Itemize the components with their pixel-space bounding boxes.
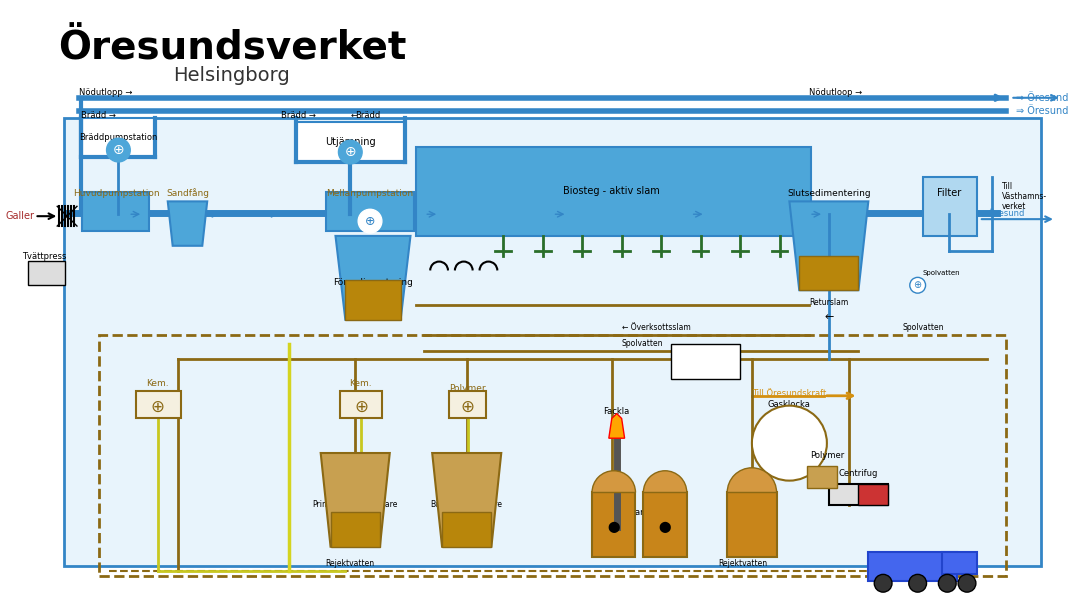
Text: Polymer: Polymer <box>450 384 486 393</box>
Text: Bioslamförtjockare: Bioslamförtjockare <box>430 500 502 509</box>
Bar <box>643 493 686 557</box>
Text: Gasklocka: Gasklocka <box>768 400 811 409</box>
Bar <box>859 484 888 505</box>
Text: ⬤: ⬤ <box>659 521 671 533</box>
Text: Rejektvatten: Rejektvatten <box>326 560 374 568</box>
Polygon shape <box>336 236 410 320</box>
Bar <box>829 484 888 505</box>
Text: ⊕: ⊕ <box>461 398 475 415</box>
Text: Mellanpumpstation: Mellanpumpstation <box>326 189 413 199</box>
Text: ⊕: ⊕ <box>151 398 165 415</box>
Text: Huvudpumpstation: Huvudpumpstation <box>73 189 159 199</box>
Text: Slutsedimentering: Slutsedimentering <box>787 189 870 199</box>
Circle shape <box>339 140 363 164</box>
Text: Spolvatten: Spolvatten <box>622 339 663 348</box>
Bar <box>943 552 977 574</box>
Text: ⊕: ⊕ <box>354 398 368 415</box>
Bar <box>922 177 977 236</box>
Circle shape <box>752 406 826 481</box>
Polygon shape <box>321 453 390 547</box>
Text: ⇒ Öresund: ⇒ Öresund <box>1017 105 1068 116</box>
Text: Returslam: Returslam <box>809 298 849 307</box>
Bar <box>326 191 414 231</box>
Text: Nödutloop →: Nödutloop → <box>809 88 862 97</box>
Bar <box>65 118 1040 566</box>
Text: ⊕: ⊕ <box>344 145 356 159</box>
Text: Brädd →: Brädd → <box>281 110 316 119</box>
Polygon shape <box>168 202 208 246</box>
Text: Brädd: Brädd <box>355 110 381 119</box>
Text: Polymer: Polymer <box>810 451 844 460</box>
Text: Filter: Filter <box>937 188 961 199</box>
Bar <box>727 493 777 557</box>
Text: Tvättpress: Tvättpress <box>23 252 67 261</box>
Bar <box>82 191 148 231</box>
Circle shape <box>909 574 926 592</box>
Text: Till
Västhamns-
verket: Till Västhamns- verket <box>1002 181 1047 211</box>
Text: Gasrönings-
anläggning: Gasrönings- anläggning <box>680 345 731 364</box>
Text: ←: ← <box>824 312 834 322</box>
Text: Spolvatten: Spolvatten <box>903 323 945 332</box>
Polygon shape <box>345 280 400 320</box>
Bar <box>99 334 1006 576</box>
Polygon shape <box>433 453 501 547</box>
Wedge shape <box>643 471 686 493</box>
Text: Rejektvatten: Rejektvatten <box>719 560 767 568</box>
Polygon shape <box>799 256 859 290</box>
Text: ⇒ Öresund: ⇒ Öresund <box>979 209 1024 218</box>
Wedge shape <box>727 468 777 493</box>
Wedge shape <box>592 471 636 493</box>
Text: Sandfång: Sandfång <box>166 189 209 199</box>
Bar <box>296 122 405 162</box>
Text: Kem.
dosering: Kem. dosering <box>138 379 178 398</box>
Text: Primärslamförtjockare: Primärslamförtjockare <box>312 500 398 509</box>
Text: Rötkammare: Rötkammare <box>595 508 649 517</box>
Text: Öresundsverket: Öresundsverket <box>58 29 406 68</box>
Bar <box>449 391 486 418</box>
Bar <box>416 147 811 236</box>
Bar <box>340 391 382 418</box>
Circle shape <box>910 277 925 293</box>
Bar <box>28 261 66 285</box>
Text: Utjämning: Utjämning <box>325 137 376 147</box>
Bar <box>592 493 636 557</box>
Bar <box>807 466 837 488</box>
Polygon shape <box>609 414 624 438</box>
Text: Biosteg - aktiv slam: Biosteg - aktiv slam <box>564 186 661 197</box>
Text: ← Överksottsslam: ← Överksottsslam <box>622 323 691 332</box>
Text: ⊕: ⊕ <box>365 214 376 228</box>
Text: ⇒ Öresund: ⇒ Öresund <box>1017 93 1068 103</box>
Bar <box>868 552 958 581</box>
Circle shape <box>958 574 976 592</box>
Text: ⊕: ⊕ <box>914 280 922 290</box>
Circle shape <box>875 574 892 592</box>
Text: Fackla: Fackla <box>604 407 629 415</box>
Text: Försedimentering: Försedimentering <box>334 278 413 287</box>
Text: Brädd →: Brädd → <box>81 110 116 119</box>
Circle shape <box>107 138 130 162</box>
Text: Nödutlopp →: Nödutlopp → <box>79 88 132 97</box>
Text: Till Öresundskraft: Till Öresundskraft <box>752 389 826 398</box>
Circle shape <box>938 574 957 592</box>
Bar <box>81 118 155 157</box>
Text: ⊕: ⊕ <box>113 143 124 157</box>
Text: Helsingborg: Helsingborg <box>173 66 291 85</box>
Text: ⬤: ⬤ <box>608 521 620 533</box>
Circle shape <box>358 209 382 233</box>
Text: Slamsilot: Slamsilot <box>733 508 771 517</box>
Text: Centrifug: Centrifug <box>839 469 878 477</box>
Text: ←: ← <box>351 110 357 119</box>
Text: Galler: Galler <box>5 211 34 221</box>
Text: Bräddpumpstation: Bräddpumpstation <box>80 133 157 143</box>
Polygon shape <box>790 202 868 290</box>
Polygon shape <box>330 512 380 547</box>
Polygon shape <box>442 512 492 547</box>
Text: Kem.
dosering: Kem. dosering <box>340 379 380 398</box>
Text: Spolvatten: Spolvatten <box>922 270 960 276</box>
Bar <box>671 345 740 379</box>
Bar <box>137 391 181 418</box>
